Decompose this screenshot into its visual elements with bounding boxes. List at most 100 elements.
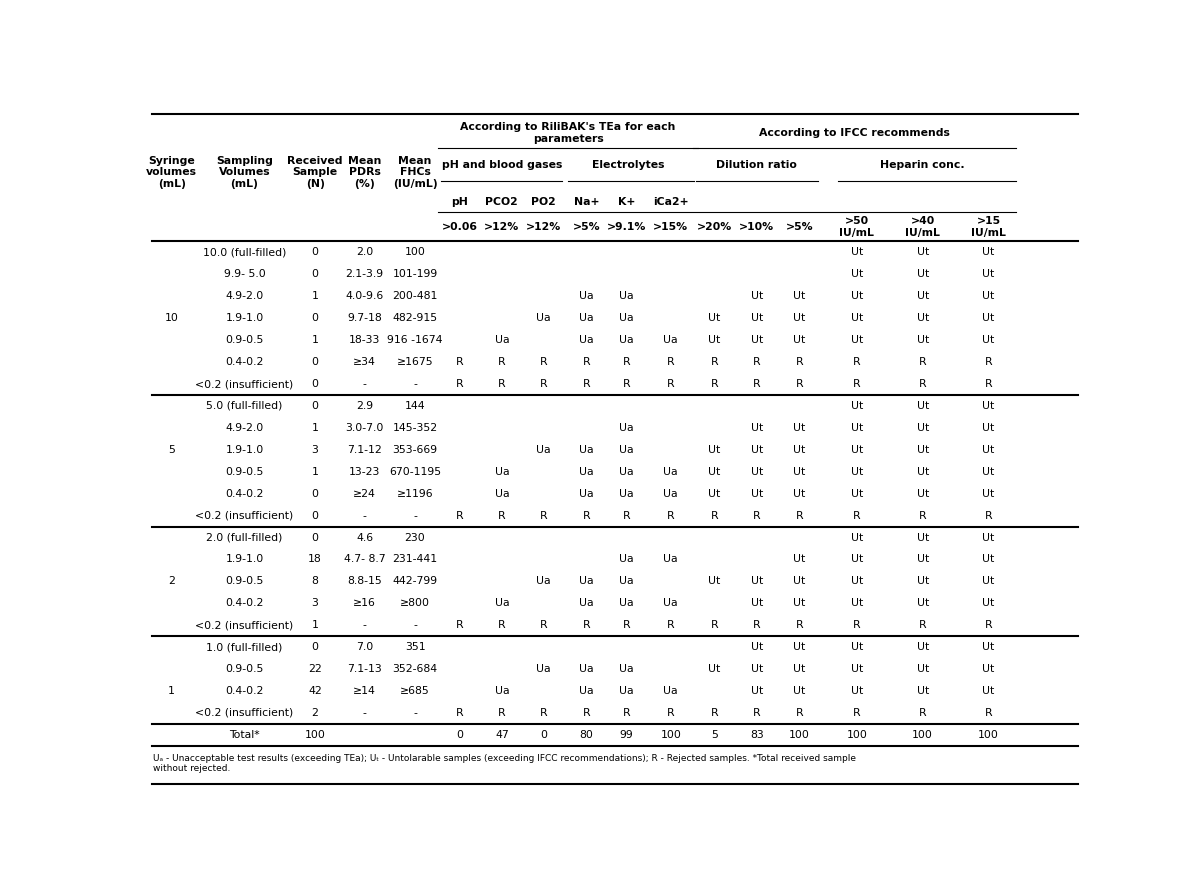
Text: Ut: Ut [983,599,995,608]
Text: 83: 83 [750,730,763,740]
Text: R: R [456,620,464,630]
Text: R: R [582,358,590,367]
Text: 100: 100 [660,730,682,740]
Text: Ut: Ut [851,488,863,499]
Text: Ut: Ut [983,423,995,433]
Text: R: R [754,379,761,389]
Text: 0: 0 [312,358,318,367]
Text: R: R [853,379,860,389]
Text: 7.0: 7.0 [356,642,373,652]
Text: 1: 1 [312,335,318,345]
Text: 0.9-0.5: 0.9-0.5 [226,576,264,586]
Text: Ua: Ua [580,444,594,455]
Text: Ua: Ua [580,599,594,608]
Text: Ut: Ut [917,488,929,499]
Text: Ua: Ua [619,423,634,433]
Text: Ua: Ua [664,686,678,696]
Text: ≥685: ≥685 [400,686,430,696]
Text: 916 -1674: 916 -1674 [388,335,443,345]
Text: Ua: Ua [664,599,678,608]
Text: R: R [710,620,718,630]
Text: 42: 42 [308,686,322,696]
Text: Ut: Ut [851,532,863,543]
Text: R: R [853,708,860,718]
Text: 5: 5 [710,730,718,740]
Text: >12%: >12% [485,222,520,232]
Text: 1: 1 [168,686,175,696]
Text: PCO2: PCO2 [486,197,518,207]
Text: 0.9-0.5: 0.9-0.5 [226,664,264,674]
Text: 1.9-1.0: 1.9-1.0 [226,314,264,323]
Text: Ut: Ut [983,642,995,652]
Text: Ua: Ua [619,576,634,586]
Text: 1: 1 [312,423,318,433]
Text: 4.6: 4.6 [356,532,373,543]
Text: Mean
PDRs
(%): Mean PDRs (%) [348,156,382,189]
Text: -: - [413,708,416,718]
Text: 0: 0 [456,730,463,740]
Text: R: R [456,379,464,389]
Text: 0.4-0.2: 0.4-0.2 [226,599,264,608]
Text: 22: 22 [308,664,322,674]
Text: Ua: Ua [580,576,594,586]
Text: Ut: Ut [983,247,995,257]
Text: Ut: Ut [751,488,763,499]
Text: >20%: >20% [696,222,732,232]
Text: Ut: Ut [751,664,763,674]
Text: R: R [853,620,860,630]
Text: -: - [362,379,367,389]
Text: R: R [796,620,803,630]
Text: Ut: Ut [708,576,720,586]
Text: Total*: Total* [229,730,260,740]
Text: 2.0 (full-filled): 2.0 (full-filled) [206,532,283,543]
Text: 5: 5 [168,444,175,455]
Text: Ut: Ut [917,599,929,608]
Text: 1.9-1.0: 1.9-1.0 [226,555,264,564]
Text: ≥16: ≥16 [353,599,376,608]
Text: -: - [413,620,416,630]
Text: R: R [985,511,992,521]
Text: 9.9- 5.0: 9.9- 5.0 [223,270,265,280]
Text: iCa2+: iCa2+ [653,197,689,207]
Text: 1: 1 [312,620,318,630]
Text: Ua: Ua [664,555,678,564]
Text: R: R [623,379,630,389]
Text: ≥34: ≥34 [353,358,376,367]
Text: 0: 0 [540,730,547,740]
Text: ≥800: ≥800 [400,599,430,608]
Text: R: R [498,379,505,389]
Text: Sampling
Volumes
(mL): Sampling Volumes (mL) [216,156,272,189]
Text: 47: 47 [494,730,509,740]
Text: R: R [796,358,803,367]
Text: Heparin conc.: Heparin conc. [881,160,965,170]
Text: Ut: Ut [851,599,863,608]
Text: 3: 3 [312,444,318,455]
Text: 144: 144 [404,401,425,411]
Text: R: R [985,620,992,630]
Text: pH and blood gases: pH and blood gases [442,160,562,170]
Text: Ua: Ua [494,686,509,696]
Text: 0.9-0.5: 0.9-0.5 [226,335,264,345]
Text: R: R [667,620,674,630]
Text: Ut: Ut [793,664,805,674]
Text: Ut: Ut [751,291,763,301]
Text: 9.7-18: 9.7-18 [347,314,382,323]
Text: Ua: Ua [536,314,551,323]
Text: According to IFCC recommends: According to IFCC recommends [758,128,949,138]
Text: 2: 2 [168,576,175,586]
Text: R: R [498,620,505,630]
Text: K+: K+ [618,197,635,207]
Text: Ut: Ut [793,488,805,499]
Text: Ut: Ut [851,555,863,564]
Text: Ua: Ua [580,335,594,345]
Text: 100: 100 [846,730,868,740]
Text: Ut: Ut [708,444,720,455]
Text: 0.4-0.2: 0.4-0.2 [226,686,264,696]
Text: Ut: Ut [793,555,805,564]
Text: <0.2 (insufficient): <0.2 (insufficient) [196,620,294,630]
Text: R: R [582,708,590,718]
Text: Ut: Ut [917,467,929,477]
Text: R: R [754,358,761,367]
Text: Ut: Ut [851,314,863,323]
Text: R: R [582,511,590,521]
